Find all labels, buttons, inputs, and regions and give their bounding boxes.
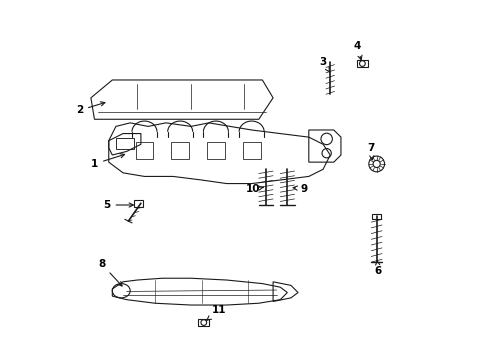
Bar [198, 319, 209, 327]
Bar [356, 60, 367, 67]
Bar [206, 143, 224, 158]
Bar [372, 214, 380, 219]
Text: 10: 10 [245, 184, 263, 194]
Text: 9: 9 [292, 184, 307, 194]
Text: 7: 7 [367, 143, 374, 160]
Bar [134, 201, 142, 207]
Text: 5: 5 [103, 200, 133, 210]
Bar [116, 138, 134, 149]
Text: 1: 1 [91, 154, 124, 169]
Text: 11: 11 [206, 305, 226, 320]
Text: 8: 8 [98, 259, 122, 286]
Bar [135, 143, 153, 158]
Text: 3: 3 [319, 57, 329, 72]
Text: 2: 2 [76, 102, 105, 115]
Text: 4: 4 [353, 41, 361, 60]
Bar [171, 143, 189, 158]
Bar [242, 143, 260, 158]
Text: 6: 6 [374, 260, 381, 276]
